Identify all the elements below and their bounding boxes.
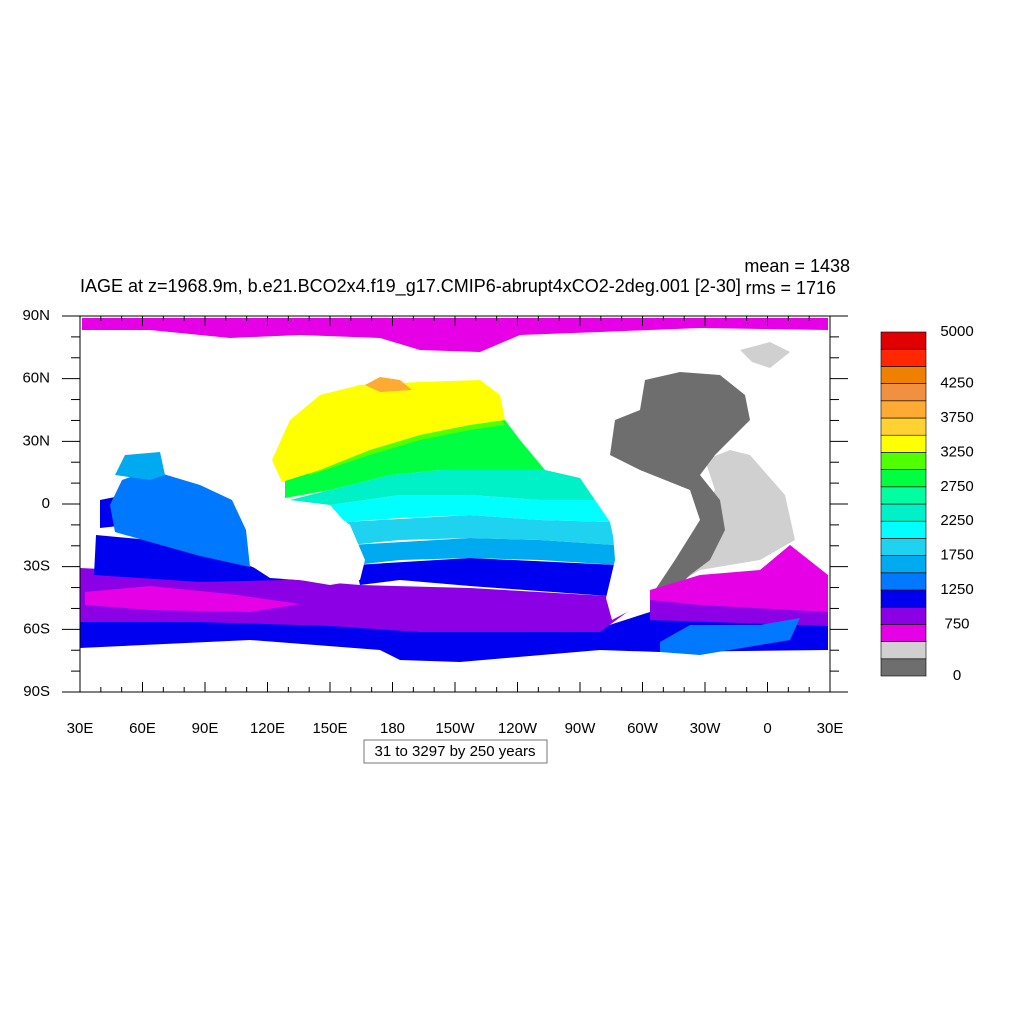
title: IAGE at z=1968.9m, b.e21.BCO2x4.f19_g17.… <box>80 276 741 297</box>
colorbar-box <box>880 383 927 402</box>
purple-band <box>80 568 630 632</box>
y-tick-label: 60N <box>22 370 50 387</box>
colorbar-label: 0 <box>953 667 961 684</box>
colorbar-box <box>880 572 927 591</box>
colorbar-box <box>880 366 927 384</box>
colorbar-box <box>880 606 927 625</box>
y-tick-label: 60S <box>23 620 50 637</box>
atlantic-magenta <box>650 545 828 612</box>
land <box>598 500 660 620</box>
colorbar-label: 2750 <box>940 478 973 495</box>
stat: mean = 1438 <box>744 256 850 276</box>
y-tick-label: 90S <box>23 683 50 700</box>
pacific-band <box>272 380 505 482</box>
indian-blue <box>94 535 285 582</box>
pacific-band <box>365 377 412 392</box>
land <box>250 510 365 585</box>
colorbar-label: 3750 <box>940 409 973 426</box>
x-tick-label: 120E <box>250 720 285 737</box>
colorbar-box <box>880 624 927 642</box>
x-tick-label: 30E <box>67 720 94 737</box>
x-tick-label: 0 <box>763 720 771 737</box>
colorbar-box <box>880 503 927 522</box>
map <box>80 318 828 662</box>
arctic <box>82 318 828 352</box>
x-tick-label: 150E <box>312 720 347 737</box>
colorbar-box <box>880 658 927 677</box>
pacific-blue <box>355 558 620 596</box>
colorbar-box <box>880 589 927 608</box>
colorbar-label: 1250 <box>940 581 973 598</box>
colorbar-box <box>880 331 927 350</box>
x-tick-label: 60W <box>627 720 659 737</box>
x-tick-label: 30E <box>817 720 844 737</box>
colorbar-label: 3250 <box>940 443 973 460</box>
y-tick-label: 30S <box>23 558 50 575</box>
atlantic-gray <box>740 342 790 368</box>
footer-box <box>363 739 548 764</box>
colorbar-label: 5000 <box>940 323 973 340</box>
colorbar-label: 1750 <box>940 547 973 564</box>
indian-light <box>115 452 165 480</box>
colorbar-label: 4250 <box>940 375 973 392</box>
colorbar-box <box>880 520 927 539</box>
x-tick-label: 90W <box>565 720 597 737</box>
colorbar-box <box>880 348 927 367</box>
y-tick-label: 0 <box>42 495 50 512</box>
pacific-band <box>285 420 545 498</box>
colorbar-label: 2250 <box>940 512 973 529</box>
x-tick-label: 30W <box>690 720 722 737</box>
magenta-streak <box>85 586 300 612</box>
colorbar-box <box>880 641 927 660</box>
y-tick-label: 30N <box>22 432 50 449</box>
atlantic-dark <box>610 372 750 595</box>
x-tick-label: 120W <box>498 720 538 737</box>
colorbar-box <box>880 538 927 556</box>
x-tick-label: 180 <box>380 720 405 737</box>
y-tick-label: 90N <box>22 307 50 324</box>
colorbar-box <box>880 417 927 436</box>
footer: 31 to 3297 by 250 years <box>375 743 536 760</box>
indian-dodger <box>110 470 250 567</box>
atlantic-dodger <box>660 618 800 655</box>
pacific-band <box>290 470 595 505</box>
pacific-band <box>330 495 610 522</box>
colorbar-box <box>880 486 927 505</box>
colorbar-box <box>880 452 927 470</box>
colorbar-box <box>880 555 927 574</box>
southern-ocean <box>80 612 828 662</box>
stat: rms = 1716 <box>745 278 836 298</box>
colorbar-label: 750 <box>944 615 969 632</box>
pacific-band <box>350 538 618 565</box>
pacific-band <box>345 515 615 545</box>
x-tick-label: 150W <box>435 720 475 737</box>
colorbar-box <box>880 400 927 419</box>
x-tick-label: 90E <box>192 720 219 737</box>
x-tick-label: 60E <box>129 720 156 737</box>
pacific-band <box>300 418 505 475</box>
colorbar-box <box>880 469 927 488</box>
colorbar-box <box>880 434 927 453</box>
